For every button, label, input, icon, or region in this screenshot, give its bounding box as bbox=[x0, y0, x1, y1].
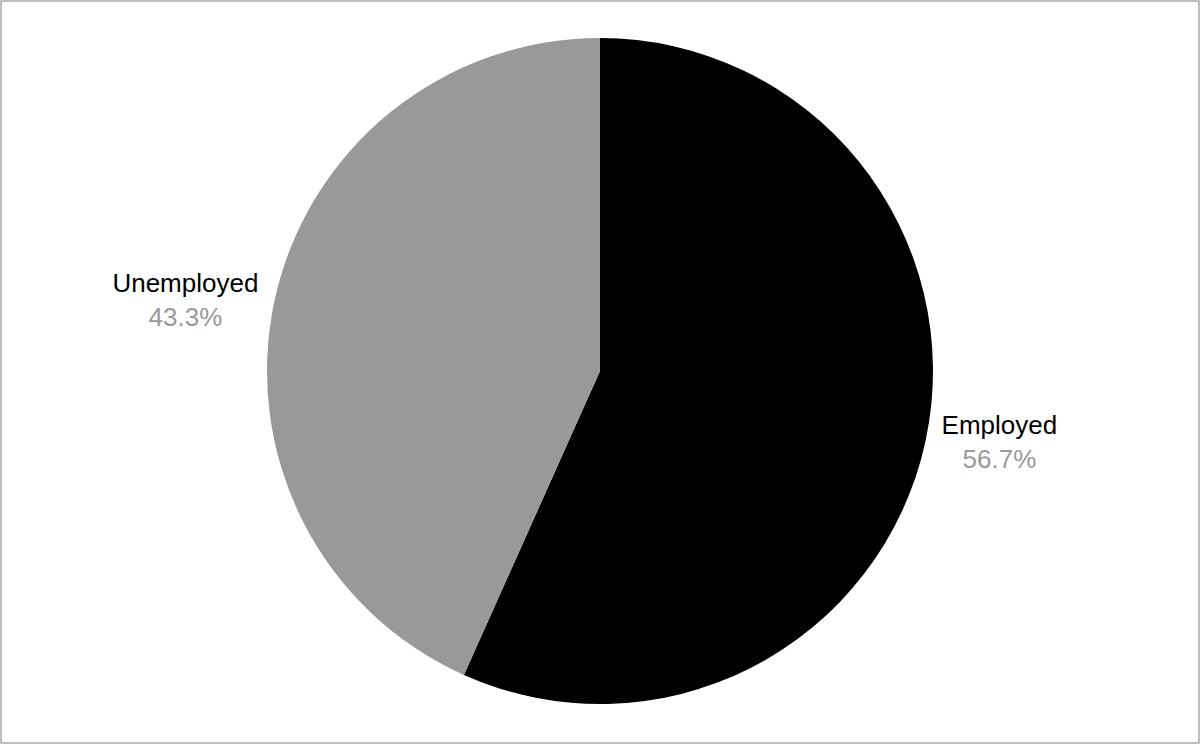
svg-text:Unemployed43.3%: Unemployed43.3% bbox=[112, 268, 258, 332]
svg-text:Employed56.7%: Employed56.7% bbox=[942, 410, 1058, 474]
